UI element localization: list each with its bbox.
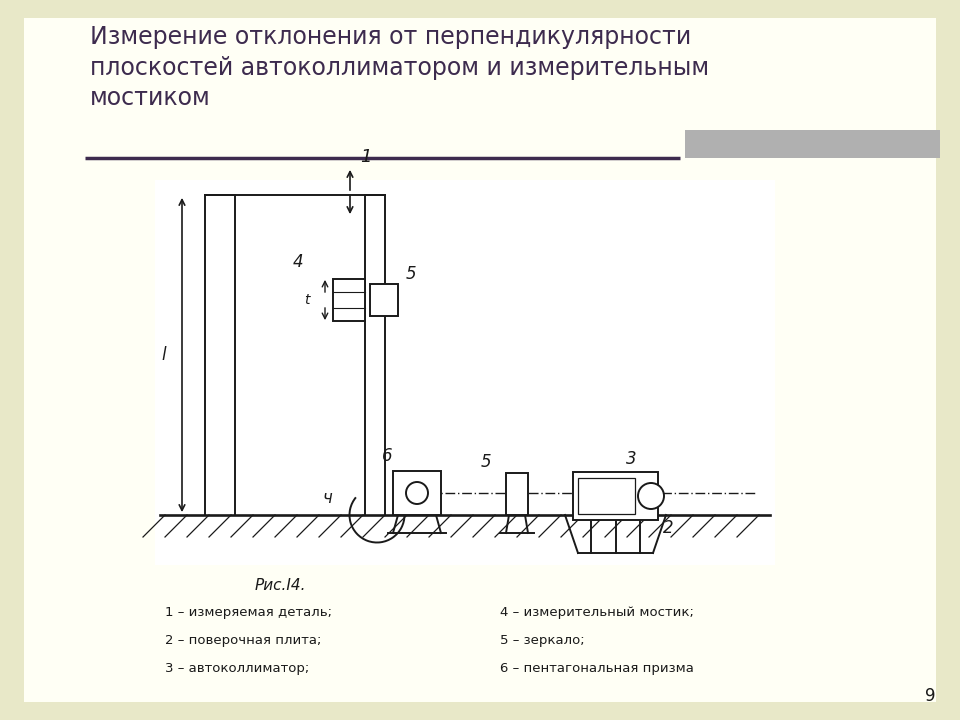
Text: 4: 4 <box>293 253 303 271</box>
Text: 2 – поверочная плита;: 2 – поверочная плита; <box>165 634 322 647</box>
Bar <box>155 180 775 565</box>
Text: ч: ч <box>322 489 332 507</box>
Bar <box>578 478 635 514</box>
Bar <box>685 130 940 158</box>
Text: 1: 1 <box>360 148 372 166</box>
Circle shape <box>406 482 428 504</box>
Text: 5: 5 <box>406 265 417 283</box>
Text: 9: 9 <box>924 687 935 705</box>
Bar <box>573 472 658 520</box>
Text: 6 – пентагональная призма: 6 – пентагональная призма <box>500 662 694 675</box>
Text: 1 – измеряемая деталь;: 1 – измеряемая деталь; <box>165 606 332 619</box>
Bar <box>393 471 441 515</box>
Text: 2: 2 <box>663 519 674 537</box>
Text: Рис.I4.: Рис.I4. <box>255 578 306 593</box>
Bar <box>506 473 528 515</box>
Text: 5 – зеркало;: 5 – зеркало; <box>500 634 585 647</box>
Text: 4 – измерительный мостик;: 4 – измерительный мостик; <box>500 606 694 619</box>
Bar <box>370 284 398 316</box>
Circle shape <box>638 483 664 509</box>
Text: t: t <box>304 293 310 307</box>
Text: Измерение отклонения от перпендикулярности
плоскостей автоколлиматором и измерит: Измерение отклонения от перпендикулярнос… <box>90 25 709 110</box>
Text: l: l <box>161 346 166 364</box>
Text: 3: 3 <box>626 450 636 468</box>
Text: 6: 6 <box>382 447 393 465</box>
Bar <box>333 279 365 321</box>
Text: 5: 5 <box>481 453 492 471</box>
Text: 3 – автоколлиматор;: 3 – автоколлиматор; <box>165 662 309 675</box>
